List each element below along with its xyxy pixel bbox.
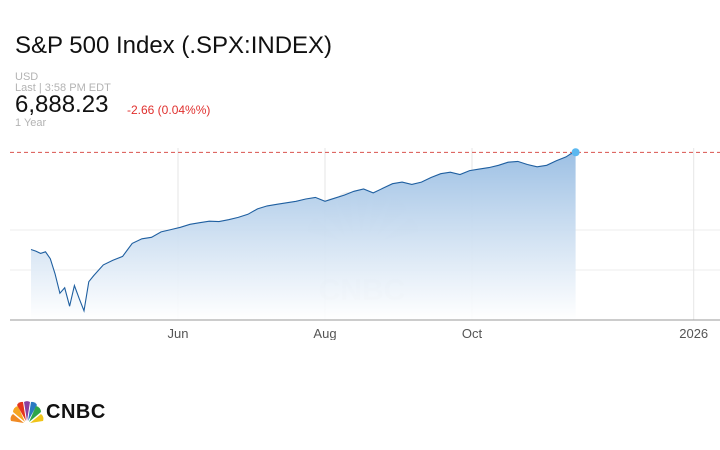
x-tick-label: Jun — [168, 326, 189, 340]
series-area — [31, 152, 576, 320]
page-title: S&P 500 Index (.SPX:INDEX) — [15, 32, 333, 59]
last-update-label: Last | 3:58 PM EDT — [15, 82, 111, 94]
last-point-marker — [571, 148, 580, 157]
x-tick-label: Oct — [462, 326, 483, 340]
currency-label: USD — [15, 71, 39, 83]
cnbc-peacock-icon — [10, 401, 44, 423]
stock-area-chart: CNBC JunAugOct2026A — [10, 148, 720, 340]
x-tick-label: Aug — [313, 326, 336, 340]
price-change: -2.66 (0.04%%) — [127, 103, 211, 117]
range-label: 1 Year — [15, 117, 47, 129]
last-price: 6,888.23 — [15, 91, 109, 118]
x-tick-label: 2026 — [679, 326, 708, 340]
cnbc-logo: CNBC — [10, 400, 106, 424]
cnbc-wordmark: CNBC — [46, 400, 106, 423]
series-line — [30, 151, 576, 313]
